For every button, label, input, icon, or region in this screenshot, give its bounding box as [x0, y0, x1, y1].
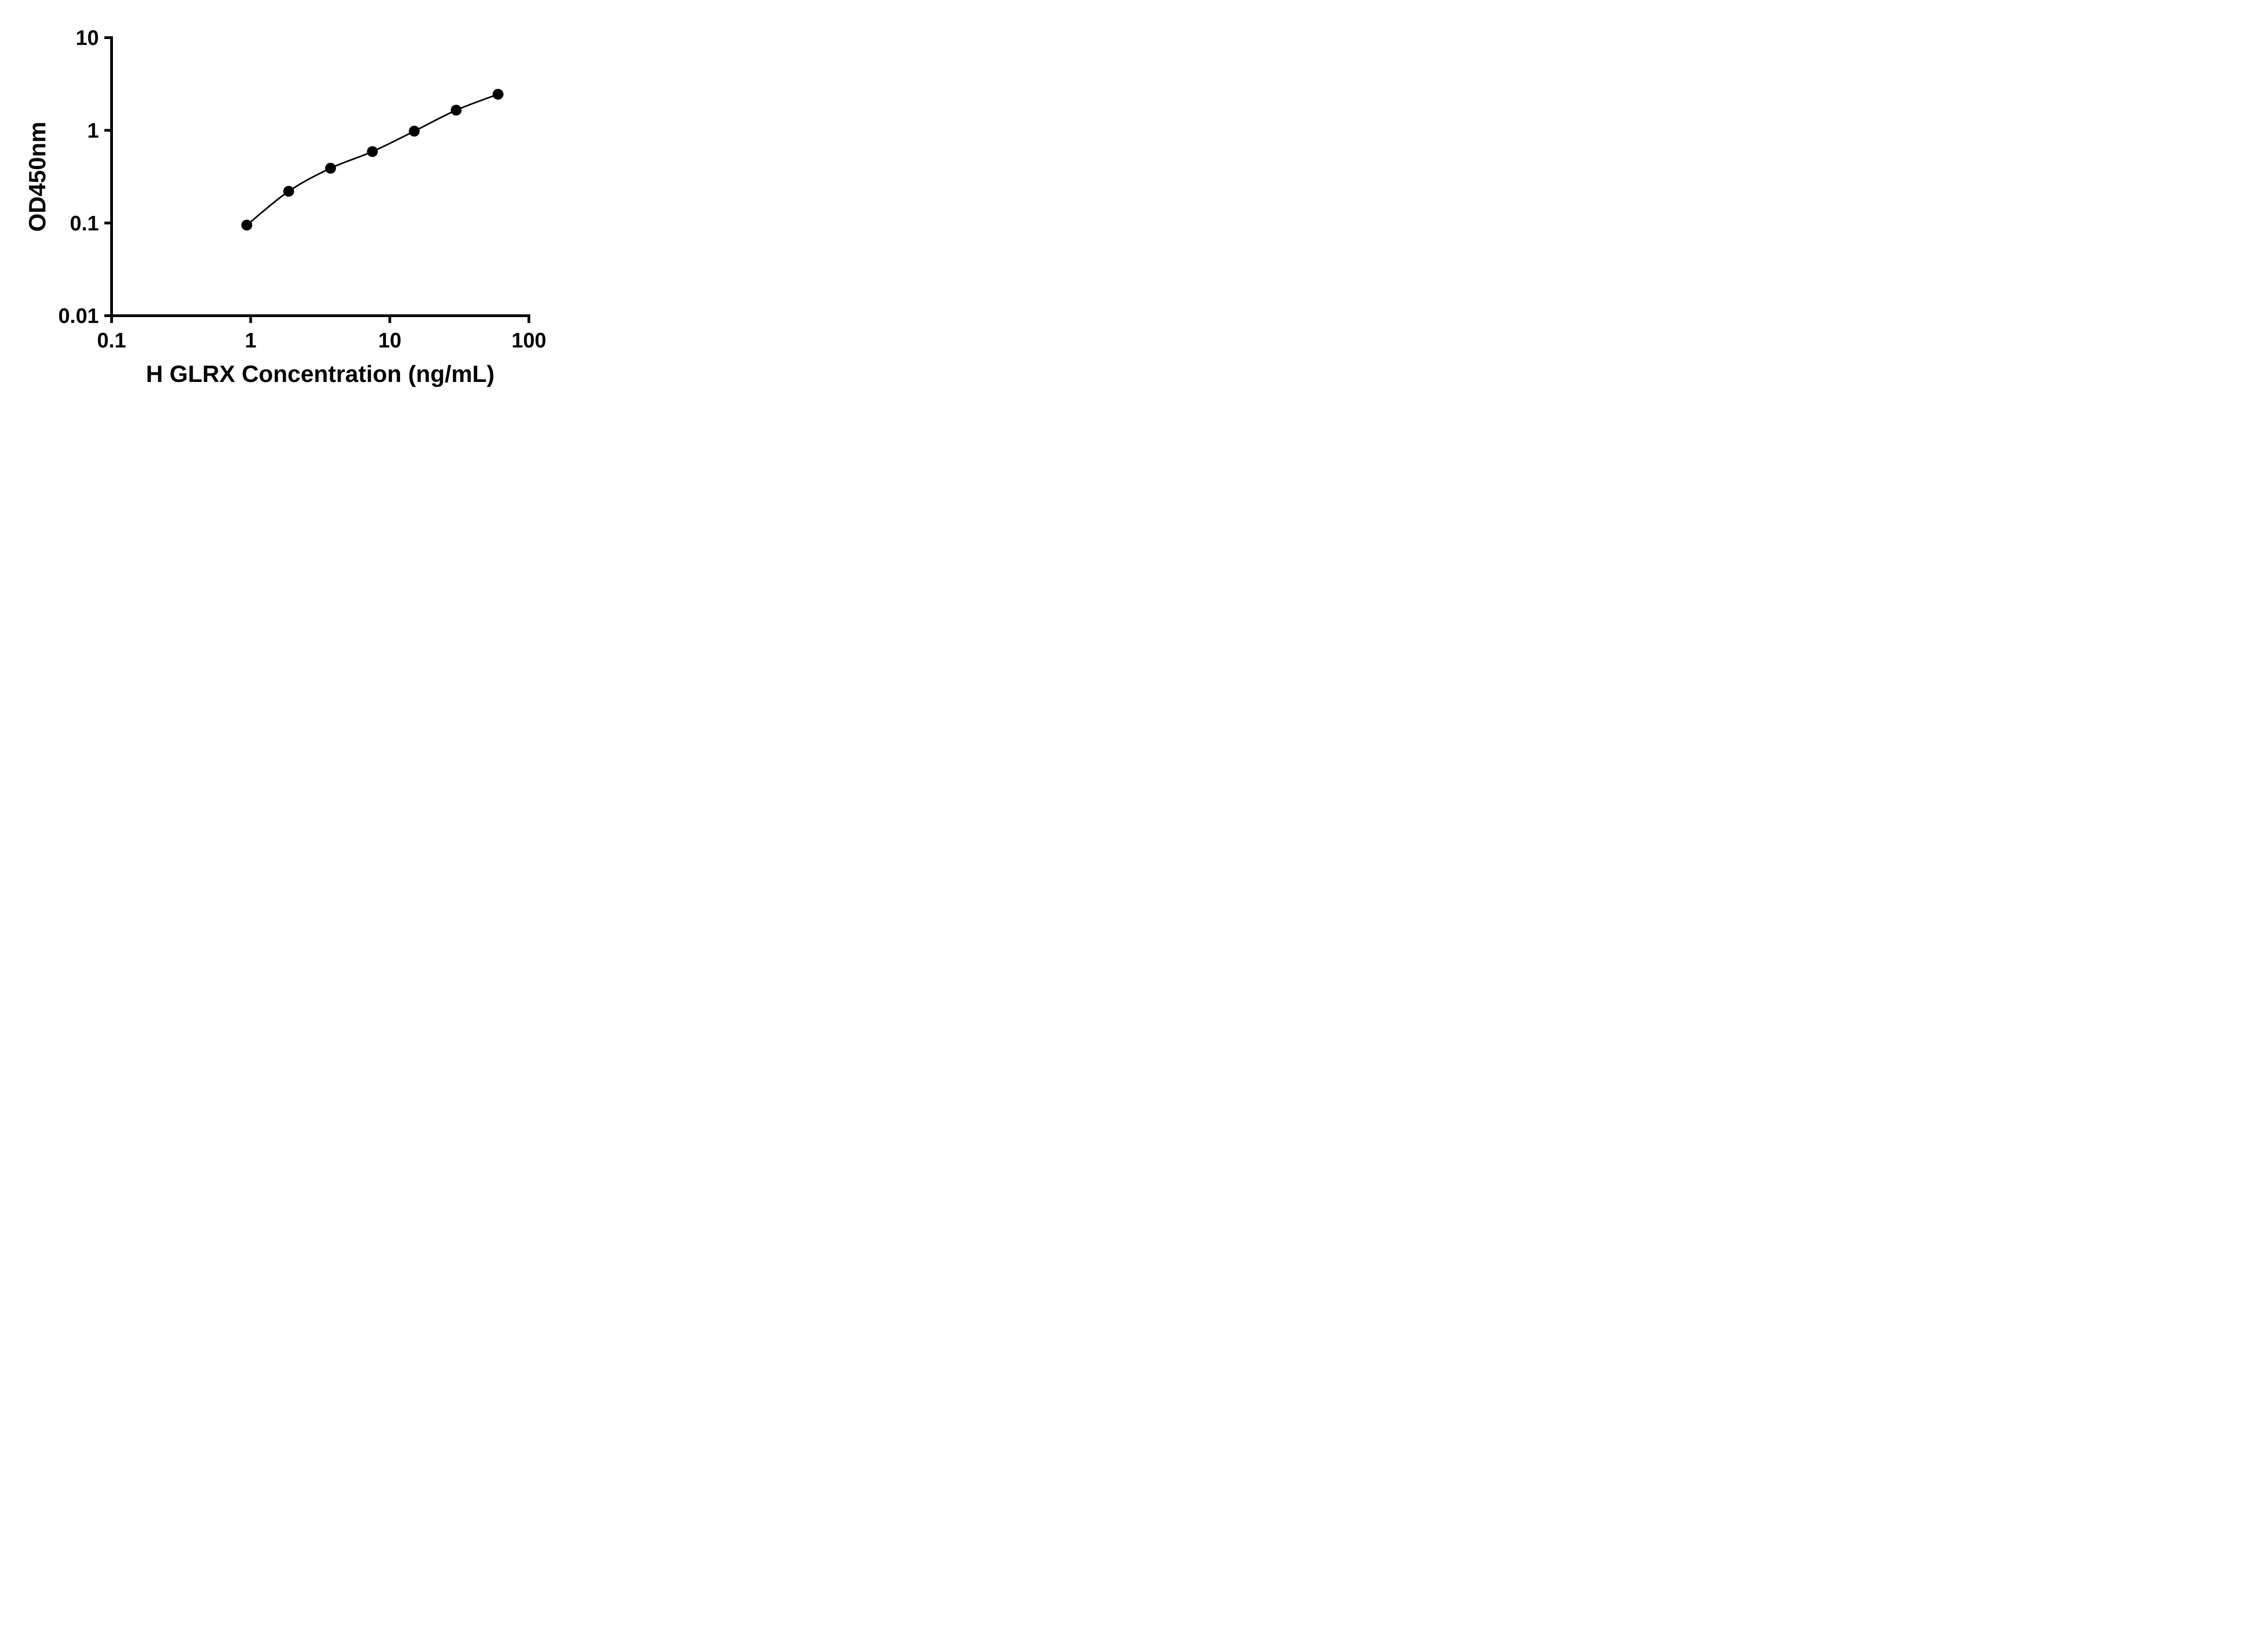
elisa-standard-curve-figure: 0.1 1 10 100 0.01 0.1 1 10 H GLRX Concentration …: [0, 0, 584, 408]
y-axis-label: OD450nm: [24, 122, 51, 232]
data-point: [450, 104, 462, 116]
y-tick-label: 1: [87, 118, 99, 142]
x-tick-label: 1: [245, 328, 257, 352]
data-point: [283, 186, 294, 197]
y-tick-label: 0.1: [70, 211, 99, 235]
data-point: [325, 162, 336, 174]
x-tick-label: 100: [512, 328, 547, 352]
data-point: [409, 126, 420, 137]
x-tick-label: 10: [378, 328, 401, 352]
x-tick-label: 0.1: [97, 328, 126, 352]
y-tick-label: 0.01: [58, 304, 99, 328]
data-point: [367, 146, 378, 157]
data-point: [241, 220, 253, 231]
standard-curve-line: [246, 93, 499, 226]
data-point: [492, 88, 503, 100]
axis-line: [110, 36, 530, 317]
x-axis-label: H GLRX Concentration (ng/mL): [146, 361, 494, 387]
y-tick-label: 10: [76, 26, 99, 49]
